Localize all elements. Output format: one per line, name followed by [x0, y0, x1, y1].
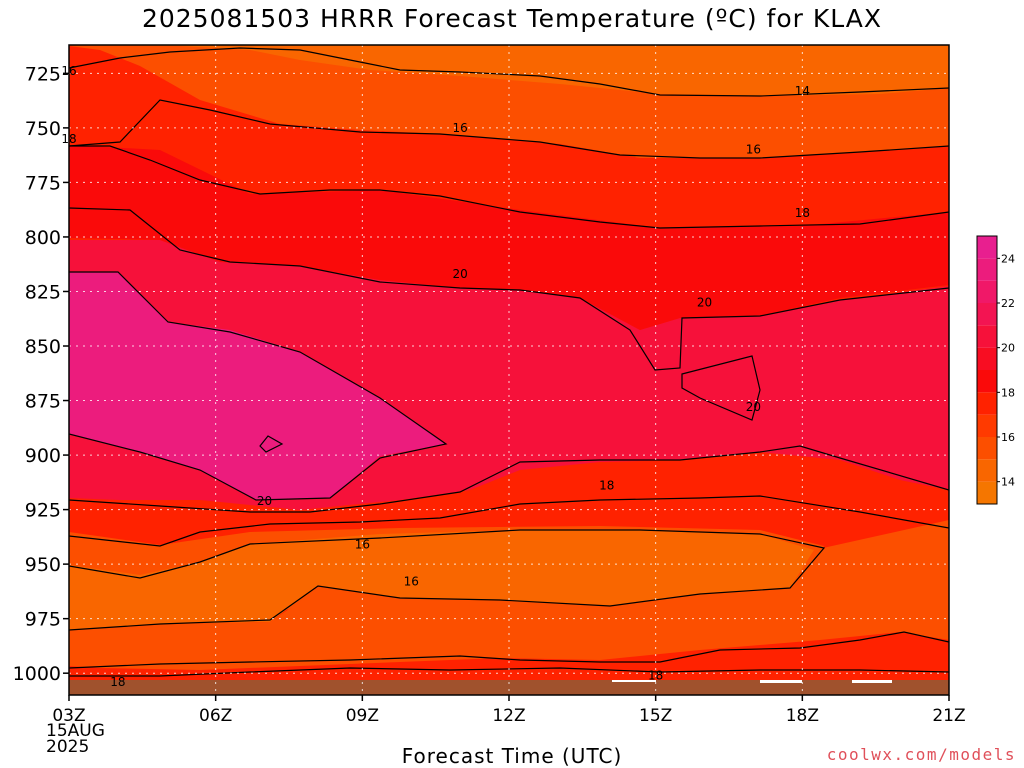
colorbar-tick-label: 20 [1001, 342, 1015, 355]
x-tick-label: 03Z [52, 706, 85, 726]
colorbar-frame [976, 235, 998, 505]
y-axis: 725 750 775 800 825 850 875 900 925 950 975 1000 [13, 63, 69, 685]
x-tick-label: 06Z [199, 706, 232, 726]
contour-label: 20 [257, 494, 272, 508]
x-axis: 03Z 06Z 09Z 12Z 15Z 18Z 21Z [52, 695, 966, 726]
site-credit: coolwx.com/models [826, 745, 1016, 764]
contour-label: 20 [697, 295, 712, 309]
y-tick-label: 725 [25, 63, 61, 85]
colorbar-swatch [977, 392, 997, 415]
y-tick-label: 975 [25, 609, 61, 631]
contour-label: 18 [110, 675, 125, 689]
contour-label: 16 [61, 64, 76, 78]
colorbar-swatch [977, 236, 997, 259]
ground-gap [760, 680, 802, 683]
band-top-19 [69, 145, 949, 330]
temperature-fill [69, 45, 949, 695]
y-tick-label: 850 [25, 336, 61, 358]
contour-label: 16 [404, 575, 419, 589]
contour-label: 20 [746, 400, 761, 414]
contour-label: 18 [61, 132, 76, 146]
y-tick-label: 950 [25, 554, 61, 576]
x-axis-title: Forecast Time (UTC) [401, 744, 623, 768]
y-tick-label: 775 [25, 172, 61, 194]
colorbar-swatch [977, 414, 997, 437]
colorbar-swatch [977, 303, 997, 326]
y-tick-label: 800 [25, 227, 61, 249]
x-date-year: 2025 [46, 737, 90, 757]
colorbar-swatch [977, 258, 997, 281]
colorbar-swatch [977, 280, 997, 303]
contour-labels: 16 18 16 14 16 18 20 20 20 18 20 16 16 18 18 [61, 64, 810, 689]
ground-gap [852, 680, 892, 683]
colorbar-tick-label: 14 [1001, 476, 1015, 489]
x-tick-label: 12Z [492, 706, 525, 726]
colorbar-tick-label: 24 [1001, 252, 1015, 265]
x-tick-label: 18Z [786, 706, 819, 726]
colorbar-swatch [977, 459, 997, 482]
x-tick-label: 09Z [346, 706, 379, 726]
contour-lines [69, 47, 949, 677]
x-tick-label: 21Z [932, 706, 965, 726]
contour-label: 18 [648, 668, 663, 682]
contour-label: 18 [795, 206, 810, 220]
y-tick-label: 925 [25, 500, 61, 522]
band-23 [69, 272, 446, 500]
colorbar-tick-label: 16 [1001, 431, 1015, 444]
contour-label: 20 [452, 267, 467, 281]
band-17b [69, 520, 949, 670]
colorbar-swatch [977, 325, 997, 348]
y-tick-label: 750 [25, 118, 61, 140]
y-tick-label: 1000 [13, 663, 61, 685]
colorbar-swatch [977, 347, 997, 370]
contour-label: 16 [746, 143, 761, 157]
chart-title: 2025081503 HRRR Forecast Temperature (ºC… [141, 4, 883, 33]
colorbar: 14 16 18 20 22 24 [976, 235, 1015, 505]
contour-label: 14 [795, 84, 810, 98]
colorbar-tick-label: 18 [1001, 386, 1015, 399]
y-tick-label: 900 [25, 445, 61, 467]
contour-label: 16 [452, 121, 467, 135]
contour-label: 18 [599, 479, 614, 493]
band-15 [69, 530, 814, 630]
y-tick-label: 875 [25, 391, 61, 413]
colorbar-tick-label: 22 [1001, 297, 1015, 310]
x-tick-label: 15Z [639, 706, 672, 726]
x-date-month: 15AUG [46, 721, 105, 741]
band-top-15 [69, 45, 949, 96]
colorbar-swatch [977, 437, 997, 460]
ground-gap [612, 680, 656, 682]
x-date-label: 15AUG 2025 [46, 721, 105, 757]
y-tick-label: 825 [25, 281, 61, 303]
colorbar-swatch [977, 370, 997, 393]
colorbar-swatch [977, 481, 997, 504]
contour-label: 16 [355, 537, 370, 551]
ground-fill [69, 680, 949, 695]
